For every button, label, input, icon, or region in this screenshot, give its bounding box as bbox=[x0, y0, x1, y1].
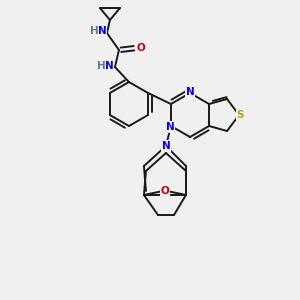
Text: O: O bbox=[160, 186, 169, 196]
Text: N: N bbox=[166, 122, 174, 132]
Text: N: N bbox=[162, 141, 170, 151]
Text: N: N bbox=[105, 61, 113, 71]
Text: S: S bbox=[236, 110, 244, 120]
Text: H: H bbox=[97, 61, 105, 71]
Text: O: O bbox=[136, 43, 145, 53]
Text: N: N bbox=[98, 26, 106, 36]
Text: N: N bbox=[186, 87, 194, 97]
Text: H: H bbox=[90, 26, 98, 36]
